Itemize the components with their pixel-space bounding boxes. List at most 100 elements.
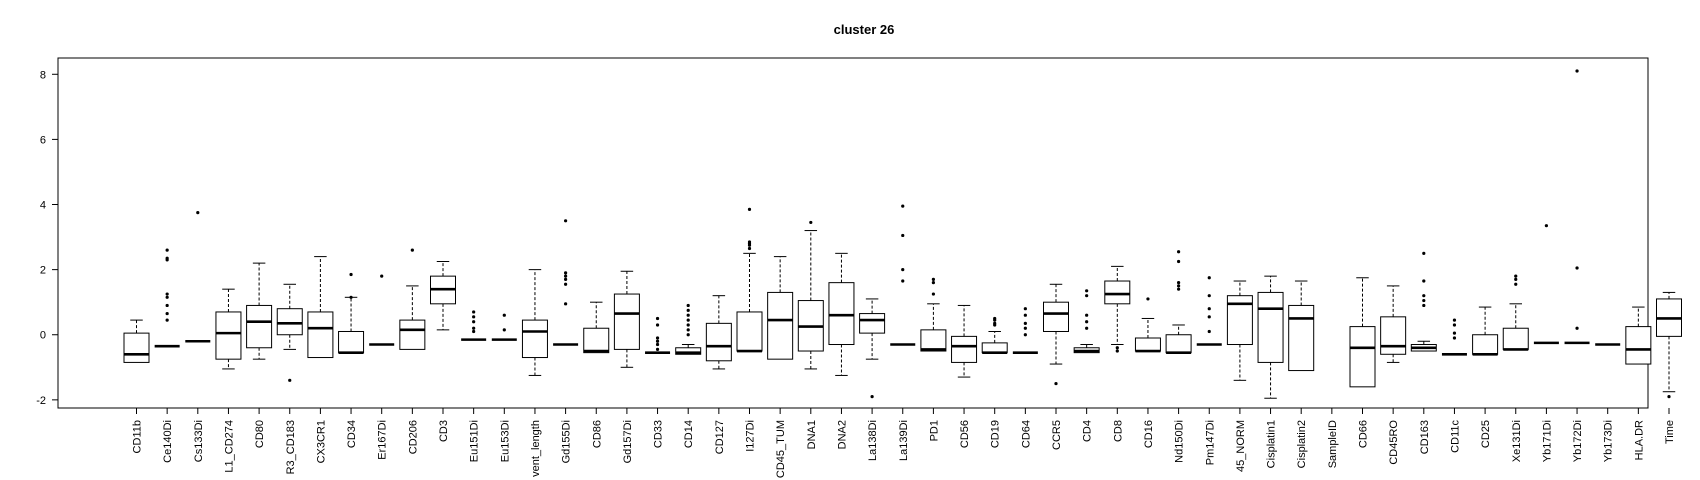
outlier-point xyxy=(1177,259,1181,264)
outlier-point xyxy=(564,302,568,306)
outlier-point xyxy=(1023,326,1027,330)
outlier-point xyxy=(196,211,200,215)
box-iqr xyxy=(338,330,365,354)
x-tick-label: CD11c xyxy=(1449,420,1461,453)
outlier-point xyxy=(655,323,660,327)
outlier-point xyxy=(1085,294,1089,298)
outlier-point xyxy=(472,310,476,314)
box-series xyxy=(123,69,1682,399)
box-CCR5 xyxy=(1043,283,1069,386)
x-tick-label: CD206 xyxy=(407,420,419,454)
box-CD34 xyxy=(338,272,365,354)
outlier-point xyxy=(1207,294,1211,298)
plot-area xyxy=(57,57,1649,409)
outlier-point xyxy=(1575,326,1579,330)
box-Eu151Di xyxy=(461,310,487,341)
y-axis: -2 0 2 4 6 8 xyxy=(36,69,58,407)
outlier-point xyxy=(931,281,936,285)
outlier-point xyxy=(655,347,660,351)
x-tick-label: 45_NORM xyxy=(1235,420,1247,472)
outlier-point xyxy=(502,328,506,332)
x-tick-label: Yb172Di xyxy=(1572,420,1584,462)
box-CD45RO xyxy=(1380,285,1407,363)
box-iqr xyxy=(951,335,978,363)
outlier-point xyxy=(747,243,752,247)
box-iqr xyxy=(276,308,303,336)
box-45_NORM xyxy=(1226,280,1253,381)
outlier-point xyxy=(1514,282,1518,286)
x-tick-label: CX3CR1 xyxy=(315,420,327,463)
box-iqr xyxy=(1288,304,1315,372)
box-R3_CD183 xyxy=(276,283,303,382)
box-iqr xyxy=(828,282,855,346)
y-tick-label: -2 xyxy=(36,395,46,407)
box-Yb172Di xyxy=(1564,69,1590,345)
box-iqr xyxy=(1502,327,1529,350)
outlier-point xyxy=(747,246,752,251)
x-tick-label: Nd150Di xyxy=(1174,420,1186,463)
x-tick-label: Eu151Di xyxy=(469,420,481,462)
outlier-point xyxy=(1085,289,1089,293)
outlier-point xyxy=(1207,315,1211,319)
box-Yb171Di xyxy=(1533,224,1559,345)
outlier-point xyxy=(686,308,690,312)
outlier-point xyxy=(747,207,752,211)
box-CD86 xyxy=(583,301,610,354)
box-iqr xyxy=(613,293,640,350)
box-Pm147Di xyxy=(1196,276,1222,346)
box-Cisplatin1 xyxy=(1257,275,1284,399)
box-iqr xyxy=(1472,334,1499,355)
x-tick-label: CD34 xyxy=(346,420,358,448)
outlier-point xyxy=(1177,287,1181,291)
outlier-point xyxy=(1207,276,1211,280)
x-tick-label: CCR5 xyxy=(1051,420,1063,450)
y-tick-label: 8 xyxy=(40,69,46,81)
outlier-point xyxy=(1422,279,1426,283)
outlier-point xyxy=(1085,313,1089,317)
box-iqr xyxy=(399,319,426,350)
box-iqr xyxy=(736,311,763,352)
outlier-point xyxy=(1146,297,1150,301)
outlier-point xyxy=(1575,69,1579,73)
chart-title: cluster 26 xyxy=(834,22,895,37)
outlier-point xyxy=(1115,349,1119,353)
x-axis: CD11b Ce140Di Cs133Di L1_CD274 CD80 R3_CD183 C… xyxy=(132,408,1676,478)
box-CD11c xyxy=(1441,318,1467,356)
outlier-point xyxy=(1177,250,1181,254)
x-tick-label: Cs133Di xyxy=(193,420,205,462)
x-tick-label: CD8 xyxy=(1112,420,1124,442)
outlier-point xyxy=(1452,336,1457,340)
outlier-point xyxy=(472,320,476,324)
box-iqr xyxy=(215,311,242,360)
outlier-point xyxy=(655,316,660,321)
box-iqr xyxy=(1043,301,1069,332)
box-CD64 xyxy=(1012,307,1038,354)
outlier-point xyxy=(564,274,568,278)
box-CD80 xyxy=(246,262,273,360)
x-tick-label: HLA.DR xyxy=(1633,420,1645,460)
box-iqr xyxy=(1134,337,1161,352)
x-tick-label: Xe131Di xyxy=(1511,420,1523,462)
outlier-point xyxy=(901,233,905,238)
outlier-point xyxy=(655,339,660,343)
box-La139Di xyxy=(890,204,916,346)
x-tick-label: Ce140Di xyxy=(162,420,174,463)
outlier-point xyxy=(380,274,384,278)
outlier-point xyxy=(901,268,905,272)
x-tick-label: Pm147Di xyxy=(1204,420,1216,465)
box-iqr xyxy=(920,329,947,352)
box-Eu153Di xyxy=(491,313,517,341)
x-tick-label: La138Di xyxy=(867,420,879,461)
x-tick-label: CD19 xyxy=(990,420,1002,448)
outlier-point xyxy=(1085,326,1089,330)
x-tick-label: R3_CD183 xyxy=(285,420,297,474)
outlier-point xyxy=(349,272,353,277)
outlier-point xyxy=(564,219,568,223)
x-tick-label: CD80 xyxy=(254,420,266,448)
box-La138Di xyxy=(859,298,886,399)
x-tick-label: CD56 xyxy=(959,420,971,448)
outlier-point xyxy=(472,315,476,319)
x-tick-label: CD127 xyxy=(714,420,726,454)
y-tick-label: 2 xyxy=(40,265,46,277)
outlier-point xyxy=(1023,321,1027,325)
